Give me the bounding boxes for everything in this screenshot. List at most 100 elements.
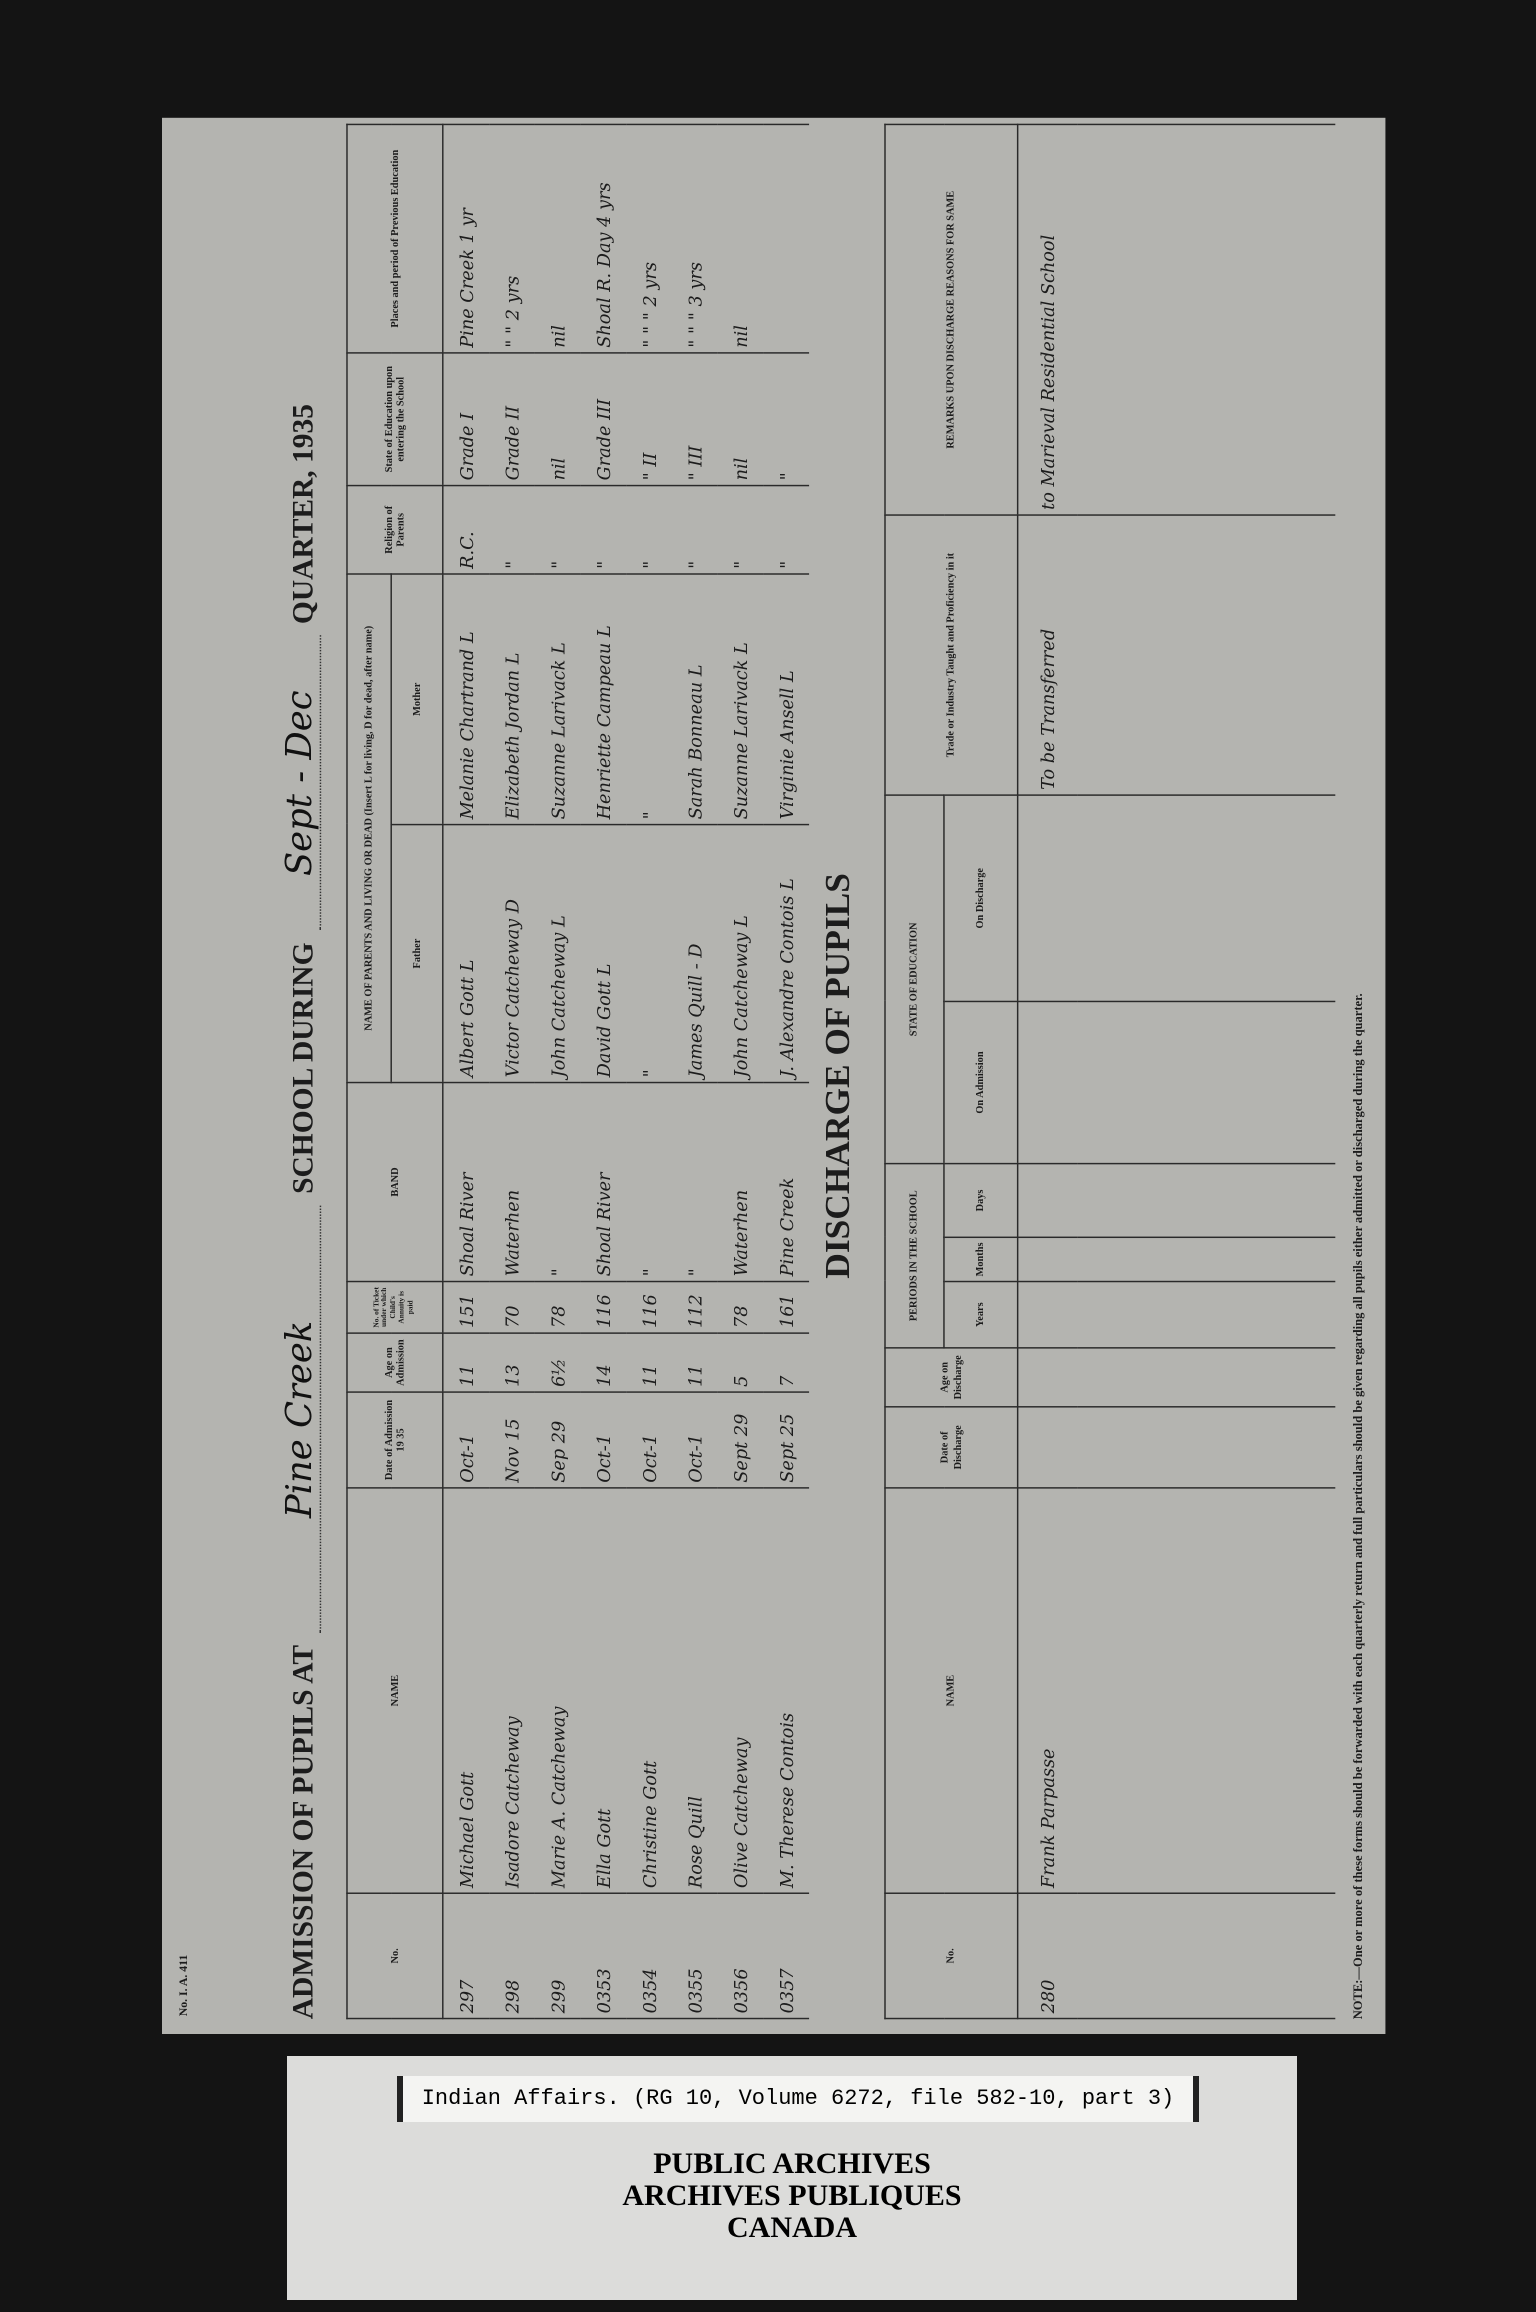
header-name: NAME	[346, 1487, 443, 1894]
cell-band: "	[534, 1082, 581, 1282]
archive-label: Indian Affairs. (RG 10, Volume 6272, fil…	[287, 2056, 1297, 2300]
cell-mother: Suzanne Larivack L	[717, 574, 764, 825]
cell-date: Oct-1	[580, 1392, 627, 1488]
blank-cell	[1076, 1347, 1335, 1407]
cell-age: 14	[580, 1333, 627, 1393]
discharge-title: DISCHARGE OF PUPILS	[819, 873, 858, 1279]
cell-ticket: 116	[626, 1281, 673, 1334]
cell-age: 7	[763, 1333, 810, 1393]
cell: 280	[1017, 1893, 1077, 2019]
discharge-row: 280 Frank Parpasse To be Transferred to Mar…	[1017, 124, 1077, 2019]
cell-name: Michael Gott	[442, 1487, 490, 1894]
blank-cell	[1076, 1281, 1335, 1348]
cell-places: nil	[717, 124, 764, 353]
header-on-admission: On Admission	[943, 1001, 1018, 1164]
cell-no: 0357	[763, 1893, 810, 2019]
cell-father: "	[626, 824, 673, 1083]
cell-state: nil	[717, 352, 764, 486]
note: NOTE:—One or more of these forms should …	[1350, 993, 1365, 2020]
cell-no: 299	[534, 1893, 581, 2019]
cell-ticket: 112	[672, 1281, 718, 1334]
header-date: Date of Admission 19 35	[346, 1392, 443, 1488]
admission-row: 0354 Christine Gott Oct-1 11 116 " " " " " II " " …	[626, 124, 673, 2019]
cell-religion: "	[717, 485, 764, 575]
header-months: Months	[943, 1237, 1018, 1282]
cell-state: Grade III	[580, 352, 627, 486]
cell-state: " III	[672, 352, 718, 486]
cell-age: 11	[442, 1333, 490, 1393]
cell-father: J. Alexandre Contois L	[763, 824, 810, 1083]
cell-age: 11	[672, 1333, 718, 1393]
cell-band: "	[672, 1082, 718, 1282]
cell-ticket: 70	[489, 1281, 535, 1334]
header-ticket: No. of Ticket under which Child's Annuit…	[346, 1281, 443, 1334]
cell	[1017, 1237, 1077, 1282]
title-middle: SCHOOL DURING	[287, 942, 320, 1194]
header-places: Places and period of Previous Education	[346, 124, 443, 353]
cell-date: Oct-1	[442, 1392, 490, 1488]
cell-mother: Suzanne Larivack L	[534, 574, 581, 825]
admission-table: No. NAME Date of Admission 19 35 Age on …	[346, 124, 810, 2020]
blank-cell	[1076, 795, 1335, 1002]
admission-row: 0357 M. Therese Contois Sept 25 7 161 Pine Cr…	[763, 124, 810, 2019]
cell-name: Olive Catcheway	[717, 1487, 764, 1894]
cell-father: Albert Gott L	[442, 824, 490, 1083]
cell-mother: Elizabeth Jordan L	[489, 574, 535, 825]
blank-cell	[1076, 1893, 1335, 2019]
cell-date: Oct-1	[626, 1392, 673, 1488]
title-prefix: ADMISSION OF PUPILS AT	[287, 1644, 320, 2020]
cell-father: James Quill - D	[672, 824, 718, 1083]
cell-no: 0356	[717, 1893, 764, 2019]
cell-religion: "	[763, 485, 810, 575]
cell-state: nil	[534, 352, 581, 486]
archive-line: PUBLIC ARCHIVES	[653, 2147, 931, 2180]
cell-ticket: 151	[442, 1281, 490, 1334]
header-years: Years	[943, 1281, 1018, 1348]
cell-band: Waterhen	[717, 1082, 764, 1282]
header-periods: PERIODS IN THE SCHOOL	[884, 1163, 944, 1348]
cell-mother: Virginie Ansell L	[763, 574, 810, 825]
archive-line: ARCHIVES PUBLIQUES	[622, 2179, 962, 2212]
admission-row: 0353 Ella Gott Oct-1 14 116 Shoal River David …	[580, 124, 627, 2019]
cell-name: M. Therese Contois	[763, 1487, 810, 1894]
cell-age: 11	[626, 1333, 673, 1393]
cell-mother: Henriette Campeau L	[580, 574, 627, 825]
admission-row: 298 Isadore Catcheway Nov 15 13 70 Waterhen Vi…	[489, 124, 535, 2019]
admission-row: 0356 Olive Catcheway Sept 29 5 78 Waterhen Joh…	[717, 124, 764, 2019]
blank-cell	[1076, 1487, 1335, 1894]
cell	[1017, 1163, 1077, 1238]
cell-state: Grade I	[442, 352, 490, 486]
cell-age: 13	[489, 1333, 535, 1393]
admission-row: 0355 Rose Quill Oct-1 11 112 " James Quill - D…	[672, 124, 718, 2019]
header-on-discharge: On Discharge	[943, 795, 1018, 1002]
cell-age: 6½	[534, 1333, 581, 1393]
header-education: STATE OF EDUCATION	[884, 795, 944, 1164]
cell-mother: Sarah Bonneau L	[672, 574, 718, 825]
archive-lines: PUBLIC ARCHIVES ARCHIVES PUBLIQUES CANADA	[287, 2148, 1297, 2244]
cell-religion: "	[626, 485, 673, 575]
cell-date: Sept 29	[717, 1392, 764, 1488]
school-name: Pine Creek	[278, 1205, 322, 1634]
form-number: No. I. A. 411	[176, 1954, 191, 2017]
cell-band: Waterhen	[489, 1082, 535, 1282]
header-no: No.	[884, 1893, 1018, 2019]
cell-name: Marie A. Catcheway	[534, 1487, 581, 1894]
form-sheet: No. I. A. 411 ADMISSION OF PUPILS AT Pin…	[162, 117, 1386, 2034]
cell	[1017, 1347, 1077, 1407]
cell-date: Nov 15	[489, 1392, 535, 1488]
cell-date: Oct-1	[672, 1392, 718, 1488]
cell-ticket: 78	[534, 1281, 581, 1334]
cell-mother: Melanie Chartrand L	[442, 574, 490, 825]
cell-father: Victor Catcheway D	[489, 824, 535, 1083]
cell-no: 0354	[626, 1893, 673, 2019]
header-age: Age on Discharge	[884, 1347, 1018, 1407]
cell-ticket: 78	[717, 1281, 764, 1334]
blank-cell	[1076, 1001, 1335, 1164]
header-mother: Mother	[391, 574, 443, 825]
cell-band: Shoal River	[580, 1082, 627, 1282]
cell-religion: R.C.	[442, 485, 490, 575]
cell-mother: "	[626, 574, 673, 825]
header-band: BAND	[346, 1082, 443, 1282]
header-days: Days	[943, 1163, 1018, 1238]
